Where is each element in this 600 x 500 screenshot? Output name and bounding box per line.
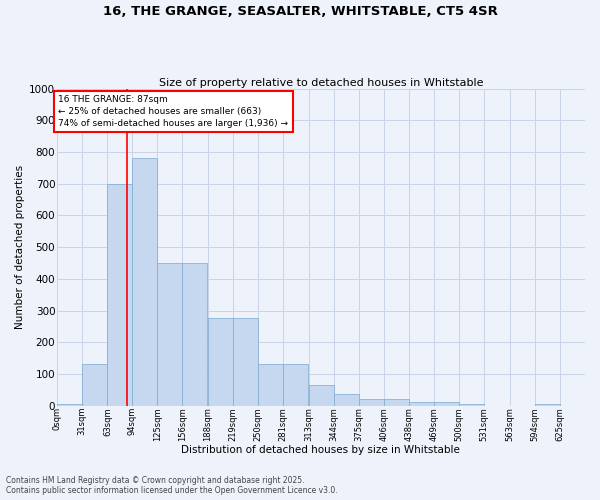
Bar — [182, 263, 207, 406]
Y-axis label: Number of detached properties: Number of detached properties — [15, 165, 25, 329]
Text: 16 THE GRANGE: 87sqm
← 25% of detached houses are smaller (663)
74% of semi-deta: 16 THE GRANGE: 87sqm ← 25% of detached h… — [58, 95, 288, 128]
Bar — [133, 158, 157, 406]
Bar — [283, 364, 308, 406]
Bar — [56, 404, 82, 406]
Bar — [258, 364, 283, 406]
Bar — [359, 399, 383, 406]
X-axis label: Distribution of detached houses by size in Whitstable: Distribution of detached houses by size … — [181, 445, 460, 455]
Text: 16, THE GRANGE, SEASALTER, WHITSTABLE, CT5 4SR: 16, THE GRANGE, SEASALTER, WHITSTABLE, C… — [103, 5, 497, 18]
Bar — [208, 318, 233, 406]
Bar — [82, 364, 107, 406]
Bar — [434, 402, 460, 406]
Bar — [535, 404, 560, 406]
Bar — [233, 318, 258, 406]
Text: Contains HM Land Registry data © Crown copyright and database right 2025.
Contai: Contains HM Land Registry data © Crown c… — [6, 476, 338, 495]
Bar — [409, 402, 434, 406]
Bar — [309, 385, 334, 406]
Bar — [107, 184, 133, 406]
Bar — [334, 394, 359, 406]
Bar — [383, 399, 409, 406]
Bar — [460, 404, 484, 406]
Bar — [157, 263, 182, 406]
Title: Size of property relative to detached houses in Whitstable: Size of property relative to detached ho… — [158, 78, 483, 88]
